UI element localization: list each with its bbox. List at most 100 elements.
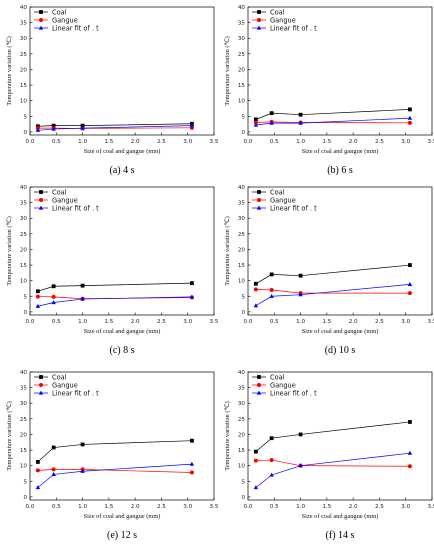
data-point-triangle <box>269 472 274 477</box>
x-tick-label: 1.5 <box>322 319 331 325</box>
y-tick-label: 15 <box>238 263 246 269</box>
y-tick-label: 40 <box>238 370 246 376</box>
panel-caption: (a) 4 s <box>110 165 135 176</box>
data-point-triangle <box>51 300 56 305</box>
data-point-triangle <box>189 461 195 466</box>
y-tick-label: 25 <box>238 417 246 423</box>
x-tick-label: 0.0 <box>26 319 35 325</box>
data-point-circle <box>253 120 258 125</box>
data-point-square <box>408 420 412 424</box>
y-tick-label: 25 <box>238 52 246 58</box>
chart-panel-4: 0.0 0.5 1.0 1.5 2.0 2.5 3.0 3.5 0 5 10 15 20 25 30 35 40… <box>224 185 434 356</box>
legend-label: Coal <box>270 373 285 381</box>
legend-swatch-marker <box>256 25 262 30</box>
data-point-square <box>253 117 258 122</box>
data-point-triangle <box>269 293 274 298</box>
legend-label: Coal <box>52 373 67 381</box>
y-tick-label: 5 <box>23 294 27 300</box>
data-point-circle <box>253 287 258 292</box>
data-point-circle <box>407 291 412 296</box>
data-point-square <box>298 273 303 278</box>
y-tick-label: 5 <box>23 479 27 485</box>
y-tick-label: 35 <box>20 21 28 27</box>
data-point-square <box>190 281 194 286</box>
y-tick-label: 30 <box>20 401 28 407</box>
y-tick-label: 40 <box>20 370 28 376</box>
data-point-circle <box>35 468 40 473</box>
x-tick-label: 1.5 <box>104 504 113 510</box>
panel-caption: (f) 14 s <box>326 530 355 541</box>
y-tick-label: 0 <box>23 495 27 501</box>
data-point-triangle <box>35 303 41 308</box>
x-tick-label: 2.0 <box>349 319 358 325</box>
data-point-triangle <box>407 115 413 120</box>
data-point-triangle <box>407 282 413 287</box>
legend-swatch-marker <box>38 205 44 210</box>
series-line-square <box>255 264 410 285</box>
data-point-triangle <box>51 126 56 131</box>
legend-label: Linear fit of . t <box>270 204 317 212</box>
x-axis-label: Size of coal and gangue (mm) <box>302 148 379 155</box>
panel-caption: (d) 10 s <box>325 345 356 356</box>
chart-panel-1: 0.0 0.5 1.0 1.5 2.0 2.5 3.0 3.5 0 5 10 15 20 25 30 35 40… <box>6 5 219 176</box>
y-tick-label: 10 <box>20 464 28 470</box>
x-tick-label: 0.5 <box>270 319 279 325</box>
x-tick-label: 0.5 <box>270 139 279 145</box>
data-point-triangle <box>253 122 259 127</box>
x-tick-label: 1.5 <box>322 139 331 145</box>
x-tick-label: 0.0 <box>244 139 253 145</box>
data-point-triangle <box>189 294 195 299</box>
data-point-square <box>298 112 303 117</box>
y-tick-label: 20 <box>238 67 246 73</box>
x-tick-label: 3.0 <box>183 139 192 145</box>
x-tick-label: 0.5 <box>52 504 61 510</box>
data-point-triangle <box>35 127 41 132</box>
legend-swatch-marker <box>39 375 43 379</box>
legend-swatch-marker <box>257 198 261 202</box>
x-axis-label: Size of coal and gangue (mm) <box>84 328 161 335</box>
y-tick-label: 10 <box>20 279 28 285</box>
legend-label: Coal <box>52 8 67 16</box>
legend-label: Gangue <box>52 381 78 389</box>
y-tick-label: 30 <box>20 216 28 222</box>
legend-label: Gangue <box>270 196 296 204</box>
chart-panel-5: 0.0 0.5 1.0 1.5 2.0 2.5 3.0 3.5 0 5 10 15 20 25 30 35 40… <box>6 370 219 541</box>
chart-panel-2: 0.0 0.5 1.0 1.5 2.0 2.5 3.0 3.5 0 5 10 15 20 25 30 35 40… <box>224 5 434 176</box>
y-axis-label: Temperature variation (℃) <box>224 36 231 106</box>
plot-frame <box>29 6 215 136</box>
series-line-circle <box>255 459 410 467</box>
chart-panel-3: 0.0 0.5 1.0 1.5 2.0 2.5 3.0 3.5 0 5 10 15 20 25 30 35 40… <box>6 185 219 356</box>
data-point-square <box>80 123 85 128</box>
data-point-triangle <box>298 463 303 468</box>
y-tick-label: 35 <box>238 386 246 392</box>
y-tick-label: 0 <box>241 310 245 316</box>
y-tick-label: 5 <box>241 294 245 300</box>
data-point-circle <box>51 294 56 299</box>
data-point-triangle <box>189 123 195 128</box>
legend-swatch-marker <box>38 390 44 395</box>
y-axis-label: Temperature variation (℃) <box>6 216 13 286</box>
data-point-square <box>51 445 56 450</box>
x-tick-label: 0.0 <box>244 504 253 510</box>
x-tick-label: 2.0 <box>131 504 140 510</box>
y-tick-label: 25 <box>20 52 28 58</box>
y-tick-label: 20 <box>20 67 28 73</box>
x-tick-label: 1.5 <box>104 319 113 325</box>
x-tick-label: 3.5 <box>428 319 434 325</box>
x-tick-label: 0.0 <box>244 319 253 325</box>
x-tick-label: 1.5 <box>104 139 113 145</box>
data-point-square <box>269 111 274 116</box>
x-tick-label: 3.5 <box>428 504 434 510</box>
y-tick-label: 0 <box>241 130 245 136</box>
legend-label: Gangue <box>52 16 78 24</box>
data-point-triangle <box>298 292 303 297</box>
data-point-triangle <box>298 120 303 125</box>
data-point-circle <box>407 464 412 469</box>
x-tick-label: 2.0 <box>349 139 358 145</box>
legend-swatch-marker <box>257 10 261 14</box>
x-axis-label: Size of coal and gangue (mm) <box>302 513 379 520</box>
x-tick-label: 0.5 <box>52 139 61 145</box>
y-tick-label: 15 <box>20 263 28 269</box>
legend-label: Coal <box>270 188 285 196</box>
chart-panel-6: 0.0 0.5 1.0 1.5 2.0 2.5 3.0 3.5 0 5 10 15 20 25 30 35 40… <box>224 370 434 541</box>
